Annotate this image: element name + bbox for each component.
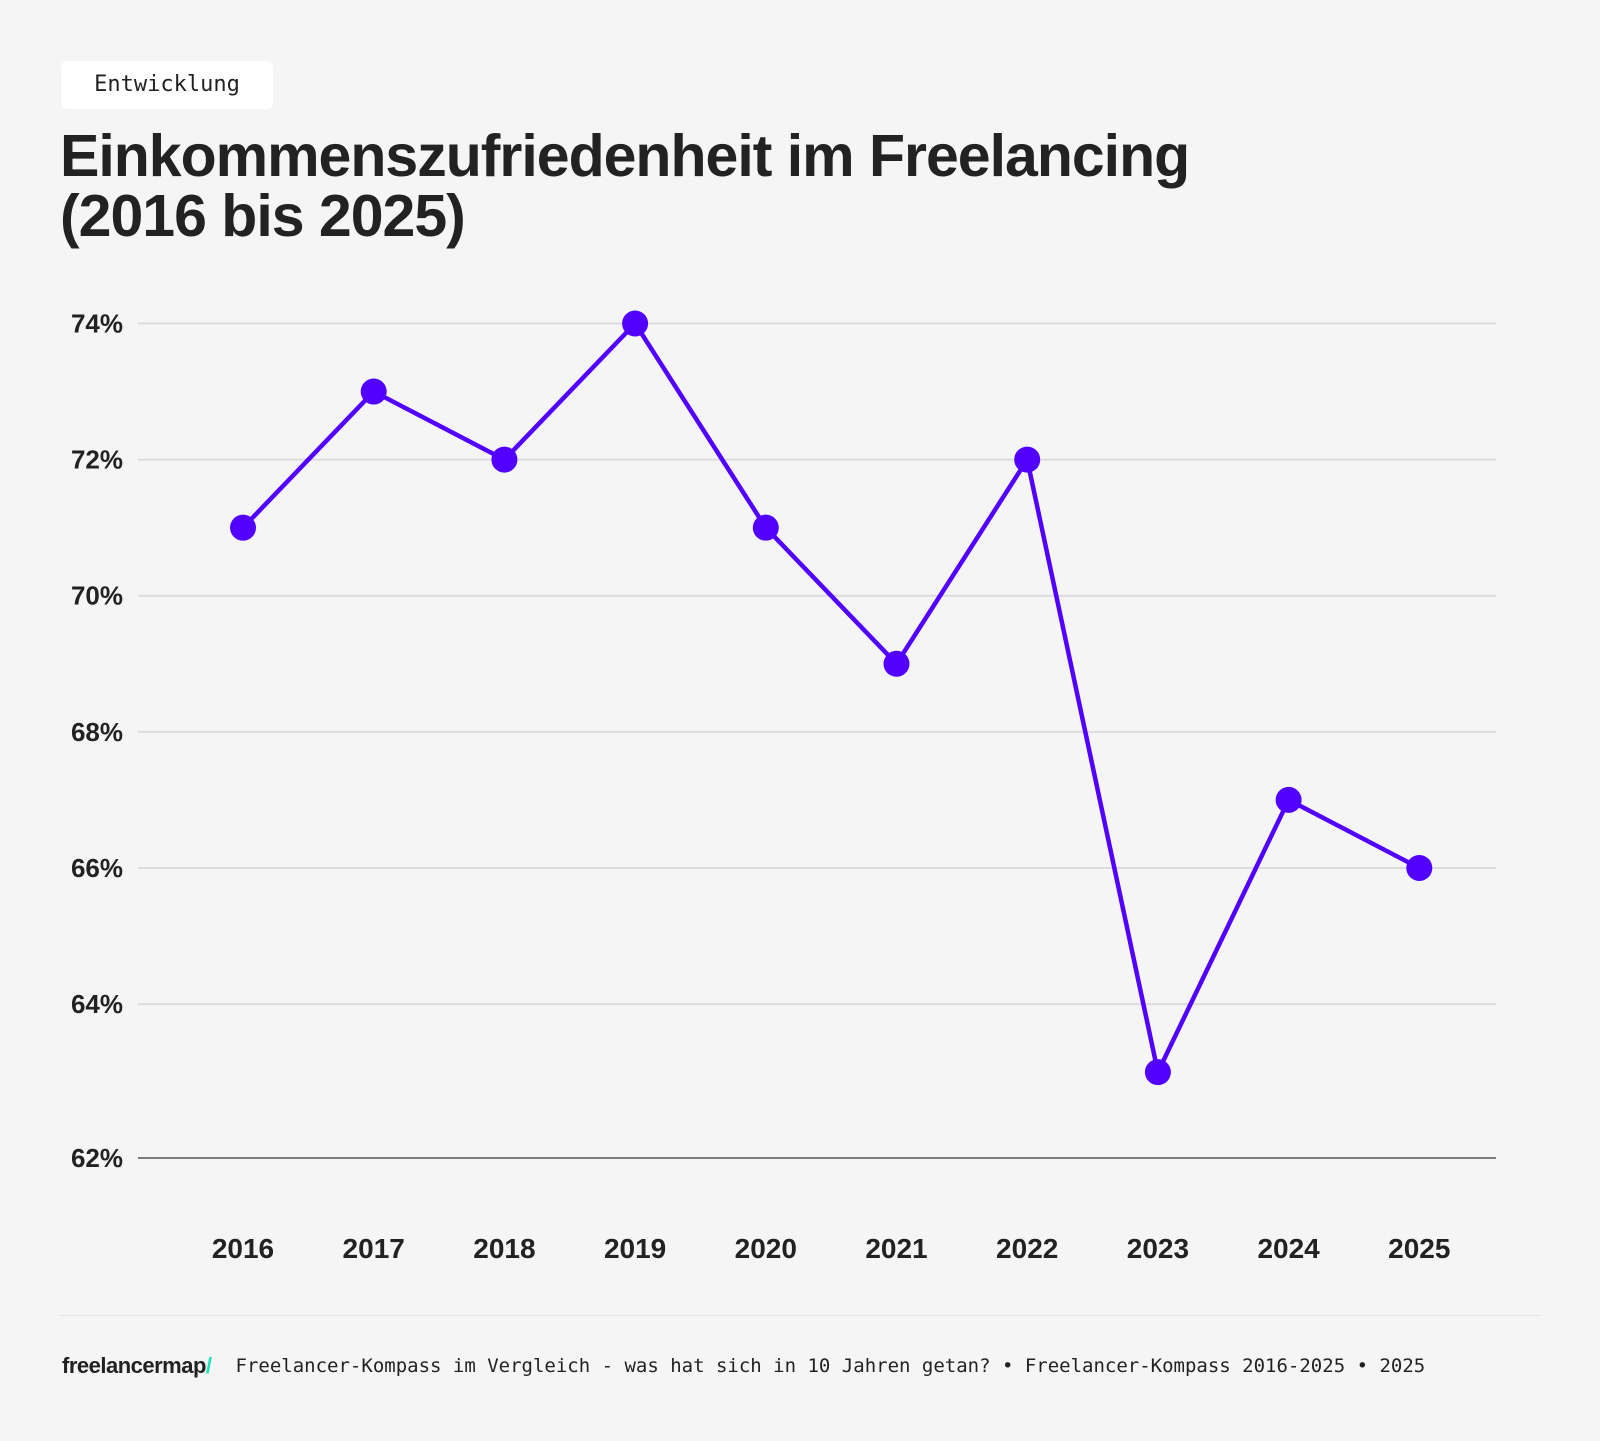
- data-point: [360, 378, 387, 405]
- data-point: [1275, 786, 1302, 813]
- line-chart: 74% 72% 70% 68% 66% 64% 62% 2016 2017 2018 2019 202…: [71, 309, 1496, 1264]
- series-line: [241, 321, 1421, 1075]
- y-tick-label: 64%: [71, 989, 123, 1019]
- y-tick-label: 66%: [71, 853, 123, 883]
- data-point: [491, 446, 518, 473]
- x-tick-label: 2022: [996, 1233, 1058, 1264]
- y-tick-label: 68%: [71, 717, 123, 747]
- footer-divider: [60, 1315, 1540, 1316]
- y-tick-label: 72%: [71, 445, 123, 475]
- data-point: [752, 514, 779, 541]
- x-tick-label: 2016: [212, 1233, 274, 1264]
- x-tick-label: 2019: [604, 1233, 666, 1264]
- x-tick-label: 2018: [473, 1233, 535, 1264]
- category-tag: Entwicklung: [61, 61, 273, 109]
- y-tick-label: 70%: [71, 581, 123, 611]
- footer: freelancermap/ Freelancer-Kompass im Ver…: [62, 1353, 1425, 1379]
- data-point: [1406, 854, 1433, 881]
- data-point: [883, 650, 910, 677]
- x-tick-label: 2021: [865, 1233, 927, 1264]
- data-point: [1014, 446, 1041, 473]
- y-base-label: 62%: [71, 1143, 123, 1173]
- chart-title: Einkommenszufriedenheit im Freelancing (…: [60, 126, 1540, 246]
- y-tick-label: 74%: [71, 309, 123, 339]
- x-tick-label: 2025: [1388, 1233, 1450, 1264]
- data-point: [230, 514, 256, 541]
- x-tick-label: 2024: [1257, 1233, 1320, 1264]
- data-point: [1144, 1059, 1171, 1086]
- x-tick-label: 2023: [1127, 1233, 1189, 1264]
- data-point: [622, 310, 649, 337]
- x-tick-label: 2020: [735, 1233, 797, 1264]
- x-tick-label: 2017: [343, 1233, 405, 1264]
- footer-source-text: Freelancer-Kompass im Vergleich - was ha…: [235, 1355, 1426, 1377]
- freelancermap-logo: freelancermap/: [62, 1353, 212, 1378]
- title-line-2: (2016 bis 2025): [60, 183, 466, 249]
- title-line-1: Einkommenszufriedenheit im Freelancing: [60, 123, 1190, 189]
